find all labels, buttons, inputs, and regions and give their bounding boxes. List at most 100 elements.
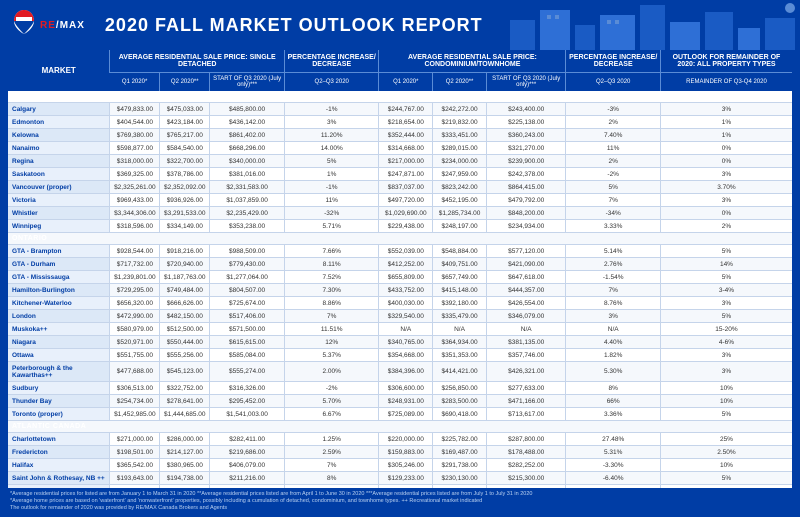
value-cell: $254,734.00 — [110, 395, 160, 408]
value-cell: $230,130.00 — [433, 472, 487, 485]
value-cell: $444,357.00 — [486, 284, 566, 297]
value-cell: 2% — [566, 116, 660, 129]
value-cell: $471,166.00 — [486, 395, 566, 408]
value-cell: $289,015.00 — [433, 142, 487, 155]
value-cell: $433,752.00 — [379, 284, 433, 297]
footnotes: *Average residential prices for listed a… — [0, 488, 800, 517]
value-cell: 0% — [660, 142, 792, 155]
value-cell: $381,135.00 — [486, 336, 566, 349]
value-cell: $1,444,685.00 — [160, 408, 210, 421]
value-cell: 2% — [660, 220, 792, 233]
value-cell: 5% — [660, 245, 792, 258]
value-cell: 5.37% — [284, 349, 378, 362]
value-cell: 5% — [660, 310, 792, 323]
value-cell: $242,378.00 — [486, 168, 566, 181]
value-cell: $169,487.00 — [433, 446, 487, 459]
value-cell: 14% — [660, 258, 792, 271]
table-row: GTA - Brampton$928,544.00$918,216.00$988… — [8, 245, 792, 258]
value-cell: 3% — [660, 362, 792, 382]
value-cell: $318,000.00 — [110, 155, 160, 168]
value-cell: 3.36% — [566, 408, 660, 421]
value-cell: $295,452.00 — [210, 395, 285, 408]
value-cell: 8.76% — [566, 297, 660, 310]
value-cell: $769,380.00 — [110, 129, 160, 142]
market-cell: Nanaimo — [8, 142, 110, 155]
table-row: Ottawa$551,755.00$555,256.00$585,084.005… — [8, 349, 792, 362]
value-cell: -1% — [284, 181, 378, 194]
value-cell: $969,433.00 — [110, 194, 160, 207]
col-grp-pct1: PERCENTAGE INCREASE/ DECREASE — [284, 50, 378, 73]
value-cell: N/A — [433, 323, 487, 336]
value-cell: $215,300.00 — [486, 472, 566, 485]
value-cell: 11.20% — [284, 129, 378, 142]
value-cell: $316,326.00 — [210, 382, 285, 395]
value-cell: 8.86% — [284, 297, 378, 310]
value-cell: $1,285,734.00 — [433, 207, 487, 220]
value-cell: $861,402.00 — [210, 129, 285, 142]
value-cell: $360,243.00 — [486, 129, 566, 142]
value-cell: $472,990.00 — [110, 310, 160, 323]
value-cell: $409,751.00 — [433, 258, 487, 271]
value-cell: $256,850.00 — [433, 382, 487, 395]
value-cell: $475,033.00 — [160, 103, 210, 116]
value-cell: $918,216.00 — [160, 245, 210, 258]
value-cell: 5.70% — [284, 395, 378, 408]
value-cell: $229,438.00 — [379, 220, 433, 233]
value-cell: $585,084.00 — [210, 349, 285, 362]
value-cell: $837,037.00 — [379, 181, 433, 194]
value-cell: 3% — [660, 103, 792, 116]
report-container: RE/MAX 2020 FALL MARKET OUTLOOK REPORT — [0, 0, 800, 517]
value-cell: $477,688.00 — [110, 362, 160, 382]
value-cell: $219,832.00 — [433, 116, 487, 129]
value-cell: 5% — [660, 408, 792, 421]
value-cell: 14.00% — [284, 142, 378, 155]
market-cell: Thunder Bay — [8, 395, 110, 408]
sub-q1-a: Q1 2020* — [110, 73, 160, 92]
value-cell: $584,540.00 — [160, 142, 210, 155]
sub-q2-b: Q2 2020** — [433, 73, 487, 92]
value-cell: $225,138.00 — [486, 116, 566, 129]
value-cell: -32% — [284, 207, 378, 220]
value-cell: $283,500.00 — [433, 395, 487, 408]
value-cell: $400,030.00 — [379, 297, 433, 310]
value-cell: -34% — [566, 207, 660, 220]
value-cell: 2.50% — [660, 446, 792, 459]
value-cell: $725,089.00 — [379, 408, 433, 421]
value-cell: $340,765.00 — [379, 336, 433, 349]
value-cell: $414,421.00 — [433, 362, 487, 382]
value-cell: $198,501.00 — [110, 446, 160, 459]
value-cell: 7% — [566, 194, 660, 207]
value-cell: 3% — [660, 168, 792, 181]
value-cell: -6.40% — [566, 472, 660, 485]
value-cell: $512,500.00 — [160, 323, 210, 336]
value-cell: $3,344,306.00 — [110, 207, 160, 220]
value-cell: $571,500.00 — [210, 323, 285, 336]
value-cell: $545,123.00 — [160, 362, 210, 382]
value-cell: 7.40% — [566, 129, 660, 142]
value-cell: $129,233.00 — [379, 472, 433, 485]
value-cell: 5% — [660, 472, 792, 485]
value-cell: 5.31% — [566, 446, 660, 459]
value-cell: $729,295.00 — [110, 284, 160, 297]
value-cell: $329,540.00 — [379, 310, 433, 323]
value-cell: 7% — [566, 284, 660, 297]
brand-text: RE/MAX — [40, 20, 85, 31]
value-cell: $211,216.00 — [210, 472, 285, 485]
table-row: Peterborough & the Kawarthas++$477,688.0… — [8, 362, 792, 382]
value-cell: 12% — [284, 336, 378, 349]
value-cell: $248,931.00 — [379, 395, 433, 408]
table-row: GTA - Durham$717,732.00$720,940.00$779,4… — [8, 258, 792, 271]
value-cell: N/A — [379, 323, 433, 336]
value-cell: 25% — [660, 433, 792, 446]
value-cell: $335,479.00 — [433, 310, 487, 323]
table-row: Winnipeg$318,596.00$334,149.00$353,238.0… — [8, 220, 792, 233]
market-cell: Niagara — [8, 336, 110, 349]
table-row: Whistler$3,344,306.00$3,291,533.00$2,235… — [8, 207, 792, 220]
value-cell: $178,488.00 — [486, 446, 566, 459]
value-cell: 27.48% — [566, 433, 660, 446]
value-cell: -2% — [566, 168, 660, 181]
market-cell: Peterborough & the Kawarthas++ — [8, 362, 110, 382]
value-cell: $598,877.00 — [110, 142, 160, 155]
value-cell: 3% — [284, 116, 378, 129]
value-cell: 7% — [284, 310, 378, 323]
